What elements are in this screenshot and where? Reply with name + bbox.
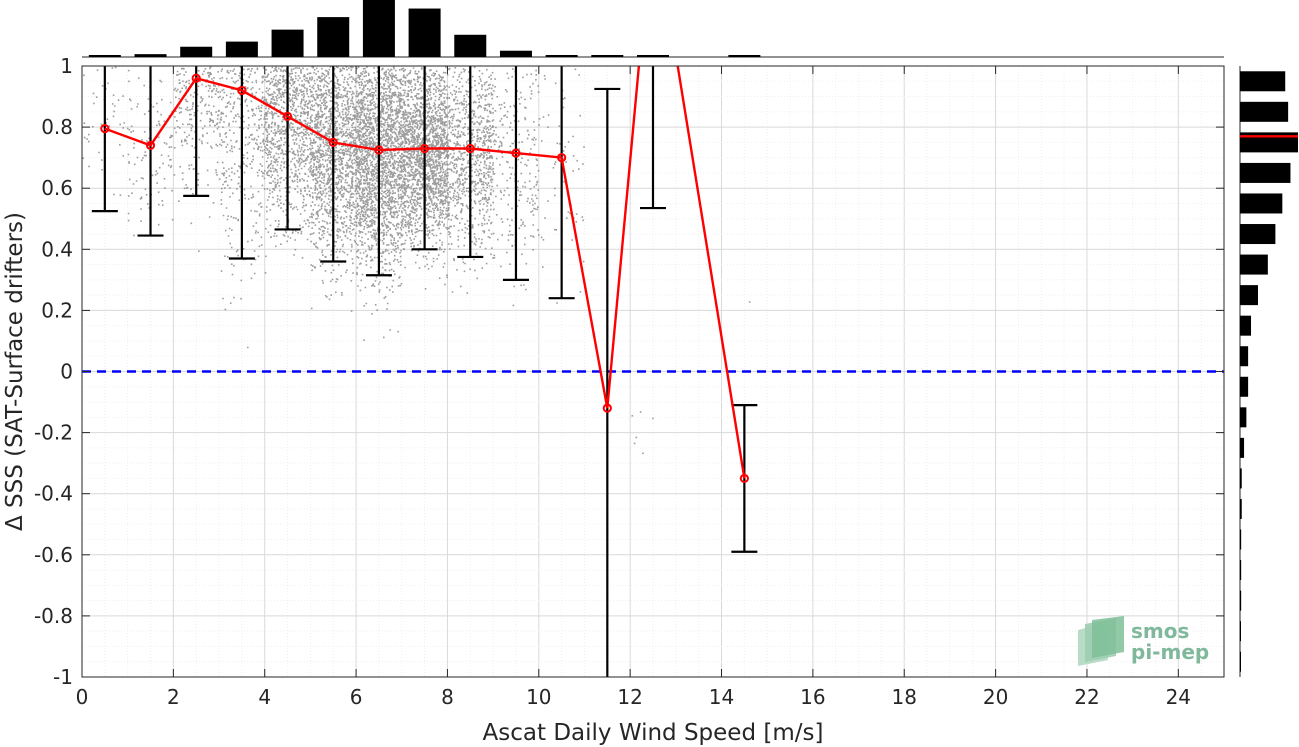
y-tick-label: 0 (60, 360, 73, 384)
x-tick-label: 8 (441, 685, 454, 709)
x-tick-label: 24 (1166, 685, 1191, 709)
right-hist-bar (1240, 498, 1242, 519)
right-hist-bar (1240, 437, 1245, 458)
logo-line-1: smos (1131, 619, 1189, 643)
mean-marker (145, 140, 156, 151)
top-histogram (82, 0, 1224, 58)
top-hist-bar (728, 55, 761, 57)
top-hist-bar (180, 46, 213, 57)
mean-series-line (104, 66, 746, 479)
right-histogram (1239, 66, 1298, 677)
x-tick-label: 6 (350, 685, 363, 709)
right-hist-bar (1240, 71, 1286, 92)
top-hist-bar (88, 55, 121, 57)
mean-marker (557, 153, 567, 163)
top-hist-bar (317, 17, 350, 58)
scatter-points (82, 66, 751, 455)
right-hist-bar (1240, 346, 1249, 367)
y-tick-label: -0.6 (34, 543, 73, 567)
mean-marker (282, 111, 293, 122)
right-hist-bar (1240, 193, 1283, 214)
x-tick-label: 20 (983, 685, 1008, 709)
y-axis-label: Δ SSS (SAT-Surface drifters) (2, 212, 28, 531)
mean-marker (602, 403, 612, 413)
y-tick-label: 1 (60, 54, 73, 78)
y-axis-ticks: -1 -0.8 -0.6 -0.4 -0.2 0 0.2 0.4 0.6 0.8 1 (34, 54, 1224, 689)
top-hist-bar (362, 0, 395, 57)
right-hist-bar (1240, 468, 1242, 489)
right-hist-bar (1240, 315, 1252, 336)
x-axis-ticks: 0 2 4 6 8 10 12 14 16 18 20 22 24 (76, 66, 1191, 709)
x-tick-label: 22 (1074, 685, 1099, 709)
y-tick-label: -0.8 (34, 604, 73, 628)
y-tick-label: -0.2 (34, 421, 73, 445)
smos-pimep-logo: smos pi-mep (1078, 616, 1209, 666)
top-hist-bar (271, 29, 304, 57)
right-hist-bar (1240, 224, 1276, 245)
y-tick-label: -0.4 (34, 482, 73, 506)
right-hist-bar (1240, 162, 1291, 183)
mean-marker (237, 85, 247, 96)
mean-marker (100, 124, 110, 134)
x-tick-label: 18 (892, 685, 917, 709)
top-hist-bar (499, 50, 532, 57)
right-hist-bar (1240, 590, 1242, 611)
right-hist-bar (1240, 285, 1258, 306)
x-tick-label: 14 (709, 685, 734, 709)
mean-marker (328, 137, 338, 147)
mean-marker (465, 143, 475, 154)
mean-marker (511, 148, 521, 158)
mean-line (100, 66, 749, 484)
top-hist-bar (545, 55, 578, 57)
right-hist-bar (1240, 101, 1289, 122)
y-tick-label: 0.8 (41, 115, 73, 139)
right-hist-bar (1240, 376, 1249, 397)
x-axis-label: Ascat Daily Wind Speed [m/s] (483, 720, 824, 746)
right-hist-bar (1240, 560, 1242, 581)
top-hist-bar (637, 55, 669, 57)
mean-marker (739, 473, 749, 484)
right-hist-bar (1240, 529, 1242, 550)
right-hist-bar (1240, 621, 1241, 642)
top-hist-bar (454, 34, 487, 57)
y-tick-label: 0.2 (41, 298, 73, 322)
y-tick-label: -1 (53, 665, 73, 689)
scatter-point (82, 66, 751, 455)
right-hist-bar (1240, 254, 1268, 275)
top-hist-bar (408, 8, 441, 58)
mean-marker (420, 143, 430, 154)
right-hist-bar (1240, 651, 1241, 672)
logo-line-2: pi-mep (1131, 640, 1209, 664)
x-tick-label: 0 (76, 685, 89, 709)
y-tick-label: 0.4 (41, 237, 73, 261)
logo-icon (1078, 616, 1124, 666)
top-hist-bar (591, 55, 624, 57)
x-tick-label: 2 (167, 685, 180, 709)
mean-marker (191, 73, 201, 83)
x-tick-label: 10 (526, 685, 551, 709)
y-tick-label: 0.6 (41, 176, 73, 200)
mean-marker (374, 145, 384, 155)
x-tick-label: 16 (800, 685, 825, 709)
right-hist-bar (1240, 407, 1247, 428)
x-tick-label: 12 (617, 685, 642, 709)
top-hist-bar (134, 54, 167, 57)
top-hist-bar (225, 41, 258, 57)
x-tick-label: 4 (258, 685, 271, 709)
error-bars (91, 66, 758, 677)
